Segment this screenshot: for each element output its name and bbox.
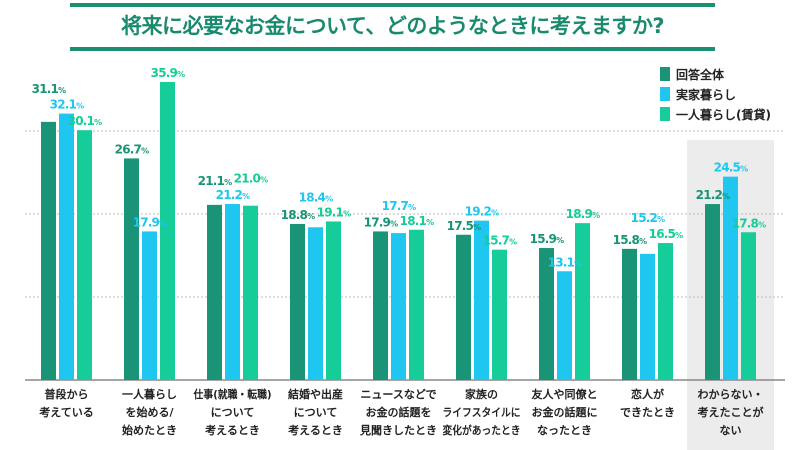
category-label: 恋人が — [631, 387, 664, 401]
bar — [160, 82, 175, 380]
category-label: ライフスタイルに — [443, 406, 521, 419]
category-label: 考えている — [39, 405, 93, 419]
bar — [373, 231, 388, 380]
data-label: 17.5% — [447, 219, 481, 233]
data-label: 15.9% — [530, 232, 564, 246]
category-label: 見聞きしたとき — [359, 424, 437, 437]
category-label: わからない・ — [698, 388, 764, 401]
title-rule-top — [70, 3, 715, 7]
category-label: できたとき — [620, 406, 675, 419]
category-label: 変化があったとき — [443, 423, 521, 437]
data-label: 24.5% — [714, 161, 748, 175]
category-label: 仕事(就職・転職) — [193, 387, 272, 401]
bar — [658, 243, 673, 380]
data-label: 18.1% — [400, 214, 434, 228]
data-label: 17.8% — [732, 216, 766, 230]
category-label: 家族の — [465, 387, 498, 401]
bar — [723, 176, 738, 380]
data-label: 21.2% — [696, 188, 730, 202]
data-label: 15.7% — [483, 234, 517, 248]
legend-label: 一人暮らし(賃貸) — [676, 107, 771, 122]
legend-item: 実家暮らし — [660, 84, 771, 104]
bar — [640, 253, 655, 380]
data-label: 26.7% — [115, 142, 149, 156]
title-rule-bottom — [70, 47, 715, 51]
legend-item: 回答全体 — [660, 64, 771, 84]
bar — [705, 204, 720, 380]
bar — [409, 229, 424, 380]
data-label: 32.1% — [50, 98, 84, 112]
data-label: 17.9% — [133, 215, 167, 229]
legend-label: 回答全体 — [676, 67, 725, 82]
category-label: お金の話題に — [532, 405, 598, 419]
chart-title: 将来に必要なお金について、どのようなときに考えますか? — [121, 14, 665, 38]
data-label: 18.8% — [281, 208, 315, 222]
category-label: ニュースなどで — [360, 388, 436, 401]
bar — [308, 227, 323, 380]
bar — [142, 231, 157, 380]
data-label: 21.0% — [234, 172, 268, 186]
category-label: について — [211, 406, 255, 419]
data-label: 30.1% — [68, 114, 102, 128]
category-label: について — [294, 406, 338, 419]
category-label: 始めたとき — [122, 423, 177, 437]
data-label: 35.9% — [151, 66, 185, 80]
bar — [290, 223, 305, 380]
category-label: を始める/ — [125, 405, 174, 419]
data-label: 19.2% — [465, 205, 499, 219]
bar — [59, 113, 74, 380]
category-label: 一人暮らし — [122, 387, 177, 401]
data-label: 19.1% — [317, 205, 351, 219]
data-label: 21.2% — [216, 188, 250, 202]
legend-swatch — [660, 107, 670, 121]
category-label: 考えるとき — [288, 423, 343, 437]
legend-label: 実家暮らし — [676, 87, 737, 102]
data-label: 17.7% — [382, 199, 416, 213]
category-label: 結婚や出産 — [288, 387, 343, 401]
bar — [575, 223, 590, 380]
category-label: ない — [720, 424, 742, 437]
category-label: 友人や同僚と — [532, 387, 598, 401]
bar — [456, 234, 471, 380]
bar — [539, 248, 554, 380]
bar — [243, 205, 258, 380]
data-label: 15.2% — [631, 211, 665, 225]
data-label: 16.5% — [649, 227, 683, 241]
category-label: お金の話題を — [366, 405, 432, 419]
bar — [207, 204, 222, 380]
bar — [41, 121, 56, 381]
legend-swatch — [660, 67, 670, 81]
bar — [77, 130, 92, 380]
legend-item: 一人暮らし(賃貸) — [660, 104, 771, 124]
data-label: 17.9% — [364, 215, 398, 229]
legend: 回答全体 実家暮らし 一人暮らし(賃貸) — [660, 64, 771, 124]
bar — [474, 220, 489, 380]
data-label: 18.9% — [566, 207, 600, 221]
category-label: なったとき — [537, 424, 592, 437]
bar — [741, 232, 756, 380]
bar — [622, 248, 637, 380]
bar — [557, 271, 572, 380]
bar — [326, 221, 341, 380]
data-label: 15.8% — [613, 233, 647, 247]
bar — [492, 249, 507, 380]
data-label: 18.4% — [299, 190, 333, 204]
legend-swatch — [660, 87, 670, 101]
data-label: 13.1% — [548, 255, 582, 269]
bar — [124, 158, 139, 380]
category-label: 普段から — [45, 387, 89, 401]
data-label: 21.1% — [198, 174, 232, 188]
category-label: 考えたことが — [698, 405, 764, 419]
bar — [391, 233, 406, 380]
category-label: 考えるとき — [205, 423, 260, 437]
data-label: 31.1% — [32, 82, 66, 96]
bar — [225, 204, 240, 380]
